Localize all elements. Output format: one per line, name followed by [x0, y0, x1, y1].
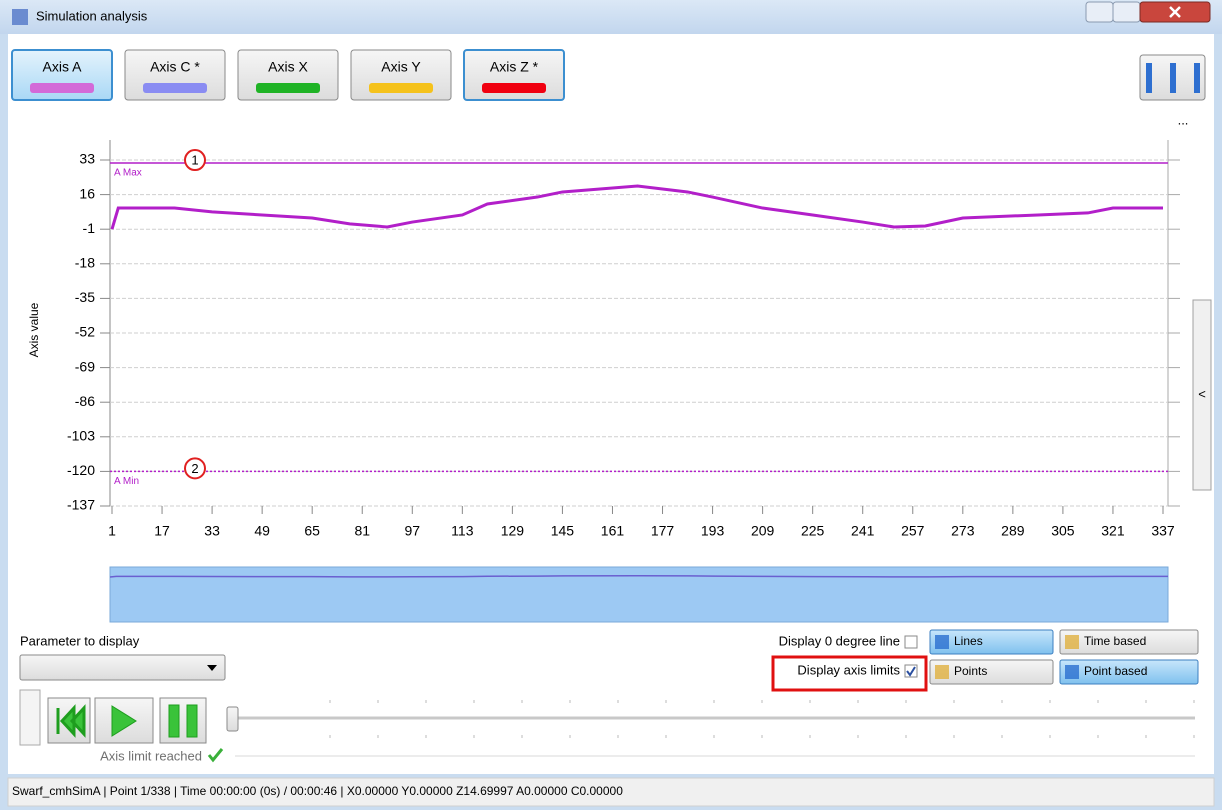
limit-marker: [184, 149, 206, 172]
x-tick-label: 305: [1051, 523, 1075, 539]
checkbox[interactable]: [904, 635, 918, 649]
axis-tab-swatch: [482, 83, 546, 93]
y-tick-label: -18: [75, 255, 95, 271]
play-icon: [111, 705, 137, 737]
mode-button[interactable]: [929, 629, 1054, 655]
axis-tab-swatch: [30, 83, 94, 93]
highlight-box: [771, 655, 928, 692]
checkbox-label: Display axis limits: [797, 662, 900, 677]
data-line: [110, 184, 1163, 230]
x-tick-label: 17: [154, 523, 170, 539]
limit-label: A Max: [114, 168, 142, 179]
axis-tab-label: Axis C *: [150, 59, 200, 75]
x-tick-label: 289: [1001, 523, 1025, 539]
axis-tab-label: Axis Y: [381, 59, 421, 75]
mode-button[interactable]: [1059, 629, 1199, 655]
x-tick-label: 337: [1151, 523, 1175, 539]
x-tick-label: 113: [451, 523, 474, 539]
x-tick-label: 257: [901, 523, 925, 539]
x-tick-label: 225: [801, 523, 825, 539]
close-icon: [1169, 6, 1181, 18]
mode-button-label: Point based: [1084, 664, 1147, 678]
limit-marker: [184, 457, 206, 480]
x-tick-label: 209: [751, 523, 775, 539]
mode-button[interactable]: [929, 659, 1054, 685]
checkbox-check: [906, 666, 916, 677]
axis-tab-label: Axis X: [268, 59, 308, 75]
maximize-button[interactable]: [1112, 1, 1141, 23]
icon: [1146, 63, 1152, 93]
mode-icon: [1065, 665, 1079, 679]
icon: [1194, 63, 1200, 93]
x-tick-label: 81: [354, 523, 370, 539]
axis-tab-swatch: [256, 83, 320, 93]
more-indicator: ...: [1178, 112, 1189, 127]
window-title: Simulation analysis: [36, 8, 148, 23]
mode-button-label: Time based: [1084, 634, 1146, 648]
y-tick-label: -86: [75, 393, 95, 409]
y-tick-label: -52: [75, 324, 95, 340]
mode-button-label: Points: [954, 664, 987, 678]
icon: [1170, 63, 1176, 93]
app-icon: [12, 9, 28, 25]
x-tick-label: 145: [551, 523, 575, 539]
x-tick-label: 273: [951, 523, 975, 539]
x-tick-label: 33: [204, 523, 220, 539]
mode-icon: [935, 665, 949, 679]
pause-icon: [186, 704, 198, 738]
side-panel-toggle[interactable]: [1192, 299, 1212, 491]
x-tick-label: 65: [304, 523, 320, 539]
checkbox-label: Display 0 degree line: [779, 633, 900, 648]
speed-slider[interactable]: [19, 689, 41, 746]
y-tick-label: -69: [75, 358, 95, 374]
y-tick-label: -35: [75, 289, 95, 305]
parameter-dropdown[interactable]: [19, 654, 226, 681]
x-tick-label: 177: [651, 523, 675, 539]
limit-label: A Min: [114, 476, 139, 487]
mode-button-label: Lines: [954, 634, 983, 648]
mode-button[interactable]: [1059, 659, 1199, 685]
mode-icon: [1065, 635, 1079, 649]
x-tick-label: 97: [404, 523, 420, 539]
y-tick-label: -1: [83, 220, 96, 236]
x-tick-label: 321: [1101, 523, 1125, 539]
status-text: Swarf_cmhSimA | Point 1/338 | Time 00:00…: [12, 784, 623, 798]
overview-line: [109, 575, 1168, 578]
y-tick-label: 33: [79, 151, 95, 167]
mode-icon: [935, 635, 949, 649]
x-tick-label: 129: [501, 523, 525, 539]
x-tick-label: 241: [851, 523, 875, 539]
y-tick-label: -120: [67, 462, 95, 478]
x-tick-label: 1: [108, 523, 116, 539]
x-tick-label: 161: [601, 523, 625, 539]
dropdown-arrow: [207, 665, 217, 671]
x-tick-label: 193: [701, 523, 725, 539]
status-check: [207, 748, 224, 763]
limit-marker-label: 2: [191, 461, 198, 476]
y-tick-label: 16: [79, 185, 95, 201]
rewind-icon: [56, 704, 86, 738]
y-tick-label: -137: [67, 497, 95, 513]
limit-marker-label: 1: [191, 152, 198, 167]
status-bar: [7, 777, 1215, 807]
axis-tab-label: Axis A: [43, 59, 83, 75]
axis-tab-swatch: [143, 83, 207, 93]
x-tick-label: 49: [254, 523, 270, 539]
y-tick-label: -103: [67, 428, 95, 444]
parameter-label: Parameter to display: [20, 633, 140, 648]
title-bar: [0, 0, 1222, 34]
collapse-label: <: [1198, 386, 1206, 401]
timeline-thumb[interactable]: [226, 706, 239, 732]
axis-tab-label: Axis Z *: [490, 59, 539, 75]
minimize-button[interactable]: [1085, 1, 1114, 23]
axis-tab-swatch: [369, 83, 433, 93]
limit-status: Axis limit reached: [100, 748, 202, 763]
pause-button[interactable]: [159, 697, 207, 744]
y-axis-label: Axis value: [27, 302, 41, 357]
pause-icon: [168, 704, 180, 738]
